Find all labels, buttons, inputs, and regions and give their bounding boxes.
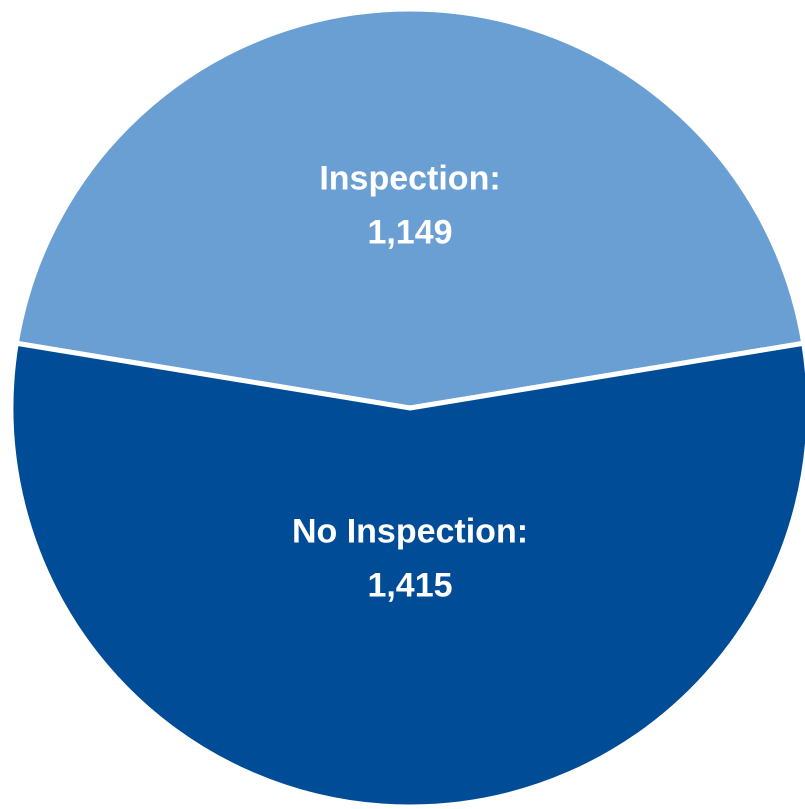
slice-value-label: 1,149 bbox=[367, 213, 452, 251]
pie-slice bbox=[13, 6, 805, 411]
pie-slice bbox=[8, 340, 805, 809]
slice-label: Inspection: bbox=[319, 159, 500, 197]
slice-label: No Inspection: bbox=[292, 513, 528, 551]
slice-value-label: 1,415 bbox=[367, 567, 452, 605]
